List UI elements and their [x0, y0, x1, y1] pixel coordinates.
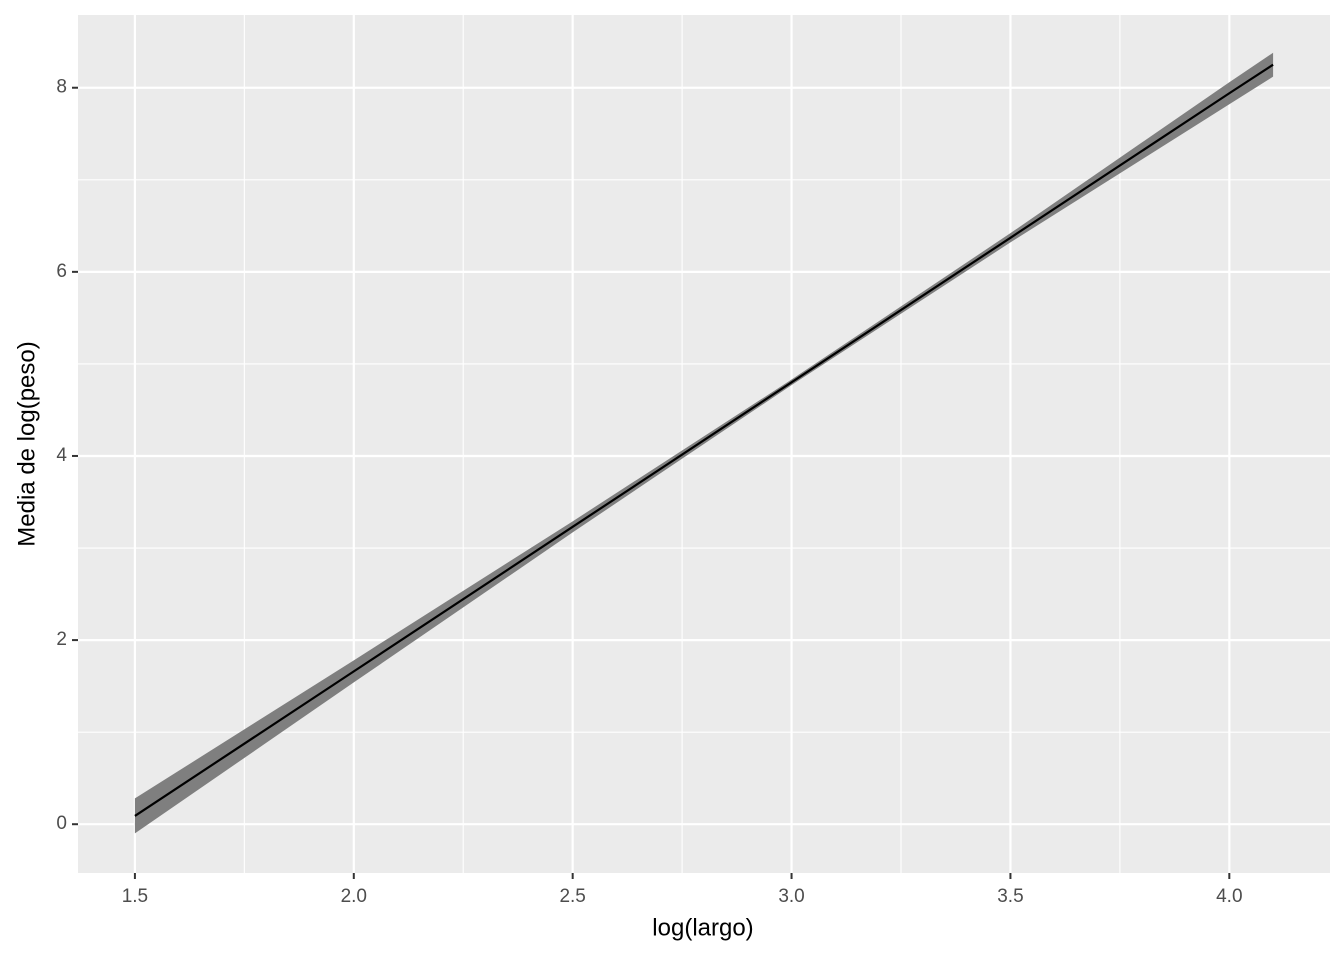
y-axis-title: Media de log(peso): [13, 341, 40, 546]
x-tick-label: 3.5: [997, 886, 1023, 907]
x-tick-label: 3.0: [778, 886, 804, 907]
y-tick-label: 8: [56, 77, 67, 98]
x-tick-label: 2.5: [559, 886, 585, 907]
y-tick-label: 2: [56, 629, 67, 650]
x-tick-label: 4.0: [1216, 886, 1242, 907]
line: [134, 63, 1274, 817]
confidence-band: [134, 52, 1274, 834]
y-tick-label: 0: [56, 813, 67, 834]
x-tick-label: 2.0: [341, 886, 367, 907]
x-axis-title: log(largo): [652, 914, 753, 941]
x-tick-label: 1.5: [122, 886, 148, 907]
y-tick-label: 6: [56, 261, 67, 282]
y-tick-label: 4: [56, 445, 67, 466]
